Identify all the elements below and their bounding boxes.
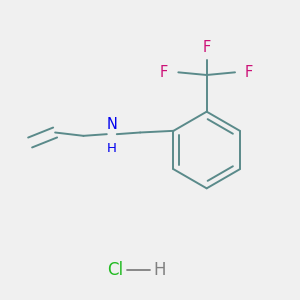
Text: H: H — [153, 261, 166, 279]
Text: Cl: Cl — [107, 261, 123, 279]
Text: F: F — [160, 65, 168, 80]
Text: F: F — [245, 65, 253, 80]
Text: F: F — [202, 40, 211, 55]
Text: H: H — [107, 142, 117, 155]
Text: N: N — [106, 118, 117, 133]
